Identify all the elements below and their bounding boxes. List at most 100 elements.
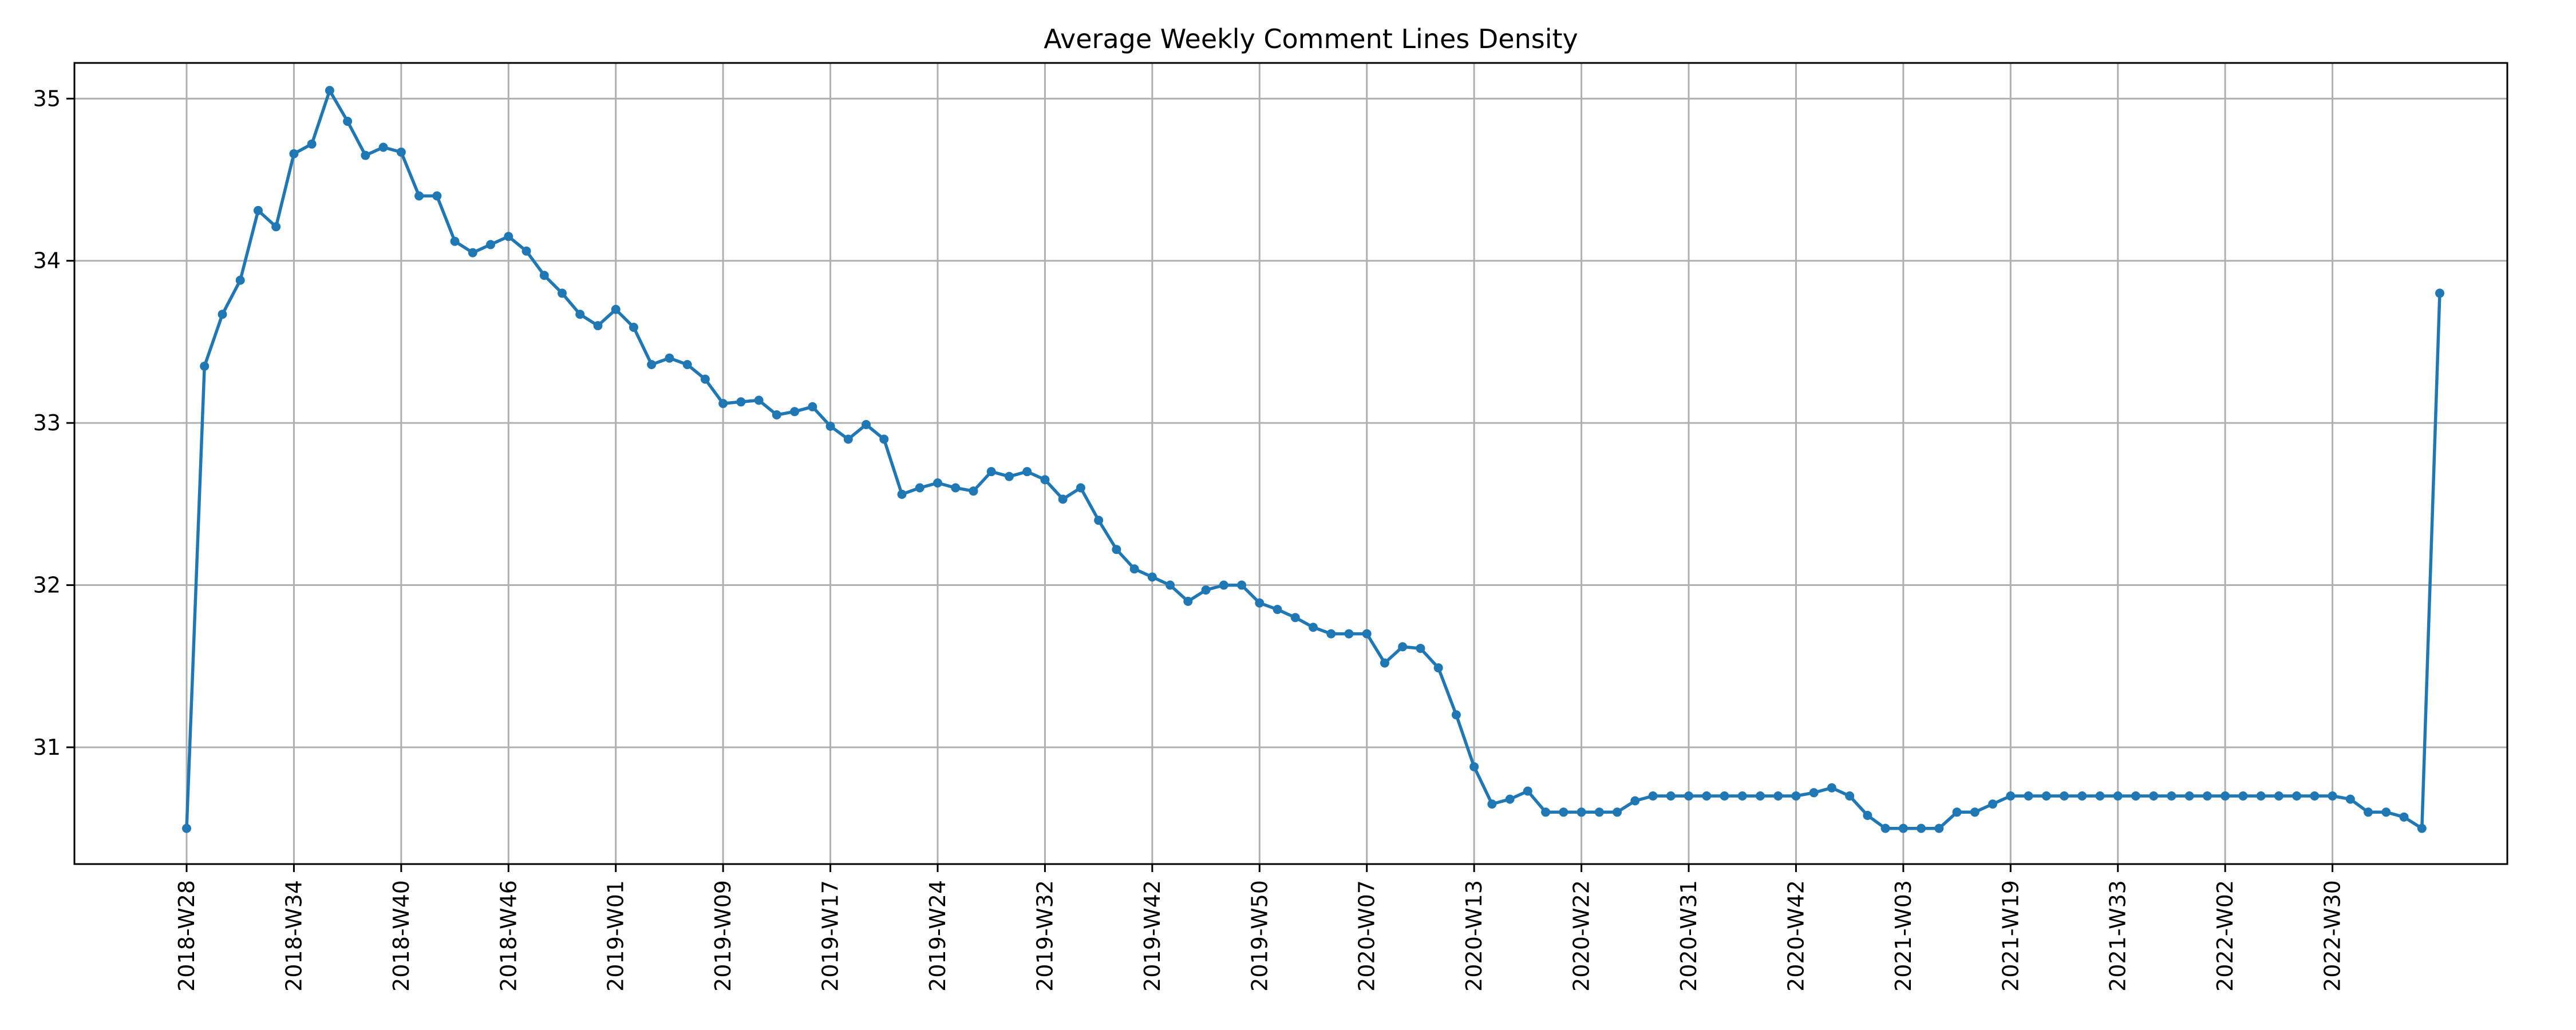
data-point — [2131, 791, 2140, 801]
data-point — [414, 191, 424, 201]
data-point — [1630, 796, 1640, 806]
data-point — [504, 232, 513, 241]
data-point — [1362, 629, 1372, 639]
data-point — [700, 374, 710, 384]
y-tick-label: 32 — [33, 573, 61, 598]
data-point — [1255, 598, 1265, 608]
data-point — [1076, 483, 1085, 493]
data-point — [1201, 585, 1211, 595]
data-point — [1970, 807, 1980, 817]
data-point — [1523, 786, 1532, 796]
data-point — [2077, 791, 2087, 801]
x-tick-label: 2021-W03 — [1891, 880, 1916, 992]
data-point — [2149, 791, 2159, 801]
data-point — [1040, 475, 1050, 485]
data-point — [2167, 791, 2176, 801]
data-point — [1827, 783, 1836, 793]
data-point — [2202, 791, 2212, 801]
data-point — [432, 191, 442, 201]
data-point — [271, 222, 281, 232]
data-point — [862, 419, 871, 429]
x-tick-label: 2022-W30 — [2320, 880, 2345, 992]
y-tick-label: 34 — [33, 248, 61, 274]
data-point — [1094, 516, 1104, 525]
series-line — [185, 89, 2441, 830]
data-point — [2292, 791, 2302, 801]
y-tick-label: 33 — [33, 410, 61, 435]
data-point — [2328, 791, 2337, 801]
data-point — [2113, 791, 2123, 801]
data-point — [539, 271, 549, 280]
data-point — [1416, 644, 1425, 653]
x-tick-label: 2018-W34 — [281, 880, 306, 992]
data-point — [2221, 791, 2230, 801]
data-point — [1684, 791, 1693, 801]
data-point — [736, 397, 746, 407]
data-point — [790, 407, 800, 417]
data-point — [1898, 823, 1908, 833]
data-point — [1791, 791, 1801, 801]
data-point — [647, 360, 657, 370]
data-point — [289, 149, 299, 159]
chart-title: Average Weekly Comment Lines Density — [1044, 23, 1578, 54]
data-point — [772, 410, 781, 419]
data-point — [2238, 791, 2248, 801]
data-point — [1559, 807, 1568, 817]
data-point — [1183, 596, 1193, 606]
data-point — [2006, 791, 2016, 801]
data-point — [2435, 288, 2444, 298]
data-point — [2417, 823, 2427, 833]
data-point — [253, 205, 263, 215]
data-point — [718, 399, 728, 409]
data-point — [611, 304, 621, 314]
data-point — [1863, 810, 1872, 820]
data-point — [808, 402, 817, 411]
data-point — [307, 139, 317, 149]
data-point — [182, 823, 191, 833]
data-point — [1147, 572, 1157, 582]
data-point — [2310, 791, 2320, 801]
y-tick-label: 31 — [33, 735, 61, 760]
data-point — [1541, 807, 1551, 817]
data-point — [1702, 791, 1712, 801]
x-tick-label: 2021-W19 — [1998, 880, 2023, 992]
data-point — [1880, 823, 1890, 833]
data-point — [450, 236, 460, 246]
data-point — [1112, 545, 1121, 554]
data-point — [325, 86, 334, 96]
data-point — [1165, 580, 1175, 590]
plot-area-frame — [73, 62, 2508, 865]
x-tick-label: 2019-W42 — [1140, 880, 1165, 992]
x-tick-label: 2021-W33 — [2105, 880, 2131, 992]
x-tick-label: 2019-W50 — [1247, 880, 1272, 992]
data-point — [1613, 807, 1622, 817]
data-point — [2041, 791, 2051, 801]
data-point — [1129, 564, 1139, 574]
data-point — [665, 353, 674, 363]
data-point — [521, 246, 531, 256]
x-tick-label: 2020-W22 — [1569, 880, 1594, 992]
data-point — [1809, 788, 1819, 798]
data-point — [1755, 791, 1765, 801]
data-point — [2274, 791, 2283, 801]
data-point — [218, 310, 227, 319]
data-point — [969, 486, 978, 496]
x-tick-label: 2020-W07 — [1354, 880, 1380, 992]
data-point — [1380, 658, 1389, 668]
data-point — [879, 434, 889, 444]
data-point — [897, 489, 907, 499]
data-point — [2381, 807, 2391, 817]
data-point — [1952, 807, 1962, 817]
data-point — [2024, 791, 2033, 801]
data-point — [468, 248, 477, 258]
data-point — [1505, 794, 1515, 804]
data-point — [2095, 791, 2105, 801]
data-point — [1022, 467, 1032, 477]
data-point — [1290, 613, 1300, 623]
data-point — [558, 288, 567, 298]
data-point — [1237, 580, 1247, 590]
data-point — [2345, 794, 2355, 804]
data-point — [1737, 791, 1747, 801]
data-point — [1326, 629, 1336, 639]
data-point — [1773, 791, 1783, 801]
